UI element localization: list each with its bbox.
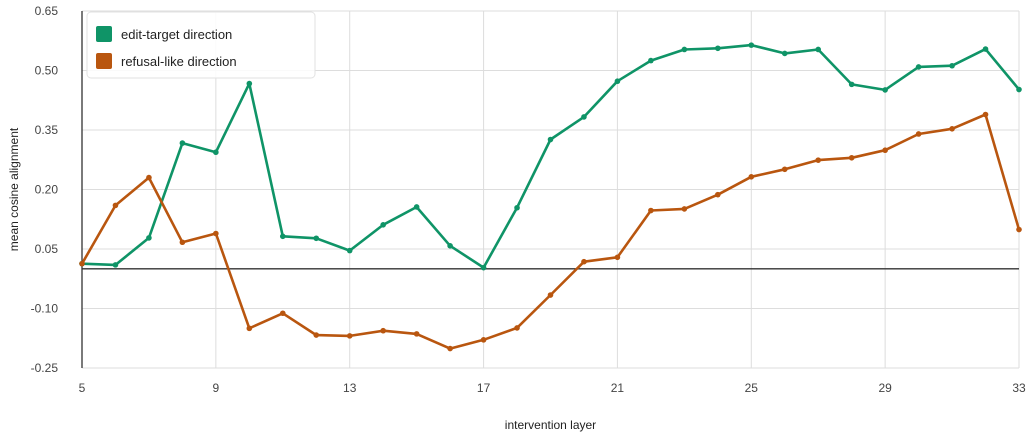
data-point-refusal-like [346,333,353,339]
x-tick-label: 17 [477,381,491,395]
y-tick-label: 0.05 [35,242,59,256]
data-point-edit-target [781,50,788,57]
legend-label-refusal-like: refusal-like direction [121,54,237,69]
y-tick-label: 0.35 [35,123,59,137]
data-point-refusal-like [179,239,186,246]
y-axis-ticks: 0.65 0.50 0.35 0.20 0.05 -0.10 -0.25 [31,4,59,375]
data-point-refusal-like [413,331,420,337]
data-point-edit-target [447,243,453,249]
data-point-refusal-like [279,310,286,317]
x-tick-label: 29 [878,381,892,395]
series-refusal-like [79,111,1022,352]
data-point-refusal-like [848,154,855,161]
data-point-edit-target [413,204,420,210]
data-point-edit-target [614,78,621,85]
data-point-refusal-like [949,126,955,132]
data-point-refusal-like [614,254,621,261]
data-point-edit-target [815,46,822,53]
data-point-refusal-like [1016,226,1022,233]
data-point-edit-target [346,247,353,254]
data-point-edit-target [146,235,152,241]
y-tick-label: -0.25 [31,361,59,375]
data-point-refusal-like [547,292,554,298]
data-point-refusal-like [514,325,520,331]
x-axis-ticks: 5 9 13 17 21 25 29 33 [79,381,1026,395]
legend-label-edit-target: edit-target direction [121,27,232,42]
data-point-refusal-like [79,260,85,267]
data-point-edit-target [581,114,587,120]
data-point-refusal-like [815,157,822,163]
y-tick-label: 0.65 [35,4,59,18]
y-tick-label: -0.10 [31,302,59,316]
data-point-edit-target [514,204,520,211]
data-point-edit-target [279,233,286,240]
data-point-edit-target [480,264,487,271]
data-point-refusal-like [447,345,453,352]
data-point-edit-target [179,140,186,146]
data-point-refusal-like [748,174,755,180]
data-point-edit-target [648,57,654,64]
data-point-refusal-like [882,147,888,154]
grid [81,10,1020,369]
data-point-edit-target [380,222,386,228]
data-point-refusal-like [915,131,922,137]
data-point-refusal-like [781,166,788,173]
series-line-refusal-like [80,113,1021,350]
y-tick-label: 0.20 [35,183,59,197]
data-point-refusal-like [480,337,487,343]
data-point-refusal-like [112,202,119,209]
data-point-edit-target [882,87,888,93]
x-tick-label: 5 [79,381,86,395]
data-point-edit-target [715,45,721,52]
data-point-edit-target [848,81,855,88]
data-point-refusal-like [982,111,989,118]
data-point-refusal-like [146,174,152,181]
x-axis-title: intervention layer [505,418,596,432]
data-point-edit-target [547,136,554,143]
legend: edit-target direction refusal-like direc… [86,11,316,79]
data-point-edit-target [748,42,755,48]
data-point-edit-target [246,80,253,87]
data-point-refusal-like [648,207,654,214]
y-axis-title: mean cosine alignment [7,127,21,251]
data-point-edit-target [949,62,955,69]
data-point-refusal-like [681,206,688,212]
data-point-edit-target [213,149,219,156]
y-tick-label: 0.50 [35,64,59,78]
x-tick-label: 13 [343,381,357,395]
x-tick-label: 33 [1012,381,1026,395]
data-point-edit-target [982,46,989,52]
legend-box [86,11,316,79]
data-point-edit-target [313,235,320,242]
series-edit-target [79,42,1022,271]
legend-swatch-edit-target [96,26,112,42]
x-tick-label: 25 [745,381,759,395]
data-point-refusal-like [715,191,721,198]
x-tick-label: 9 [213,381,220,395]
data-point-edit-target [112,262,119,268]
data-point-edit-target [681,46,688,53]
data-point-edit-target [915,64,922,70]
data-point-refusal-like [581,258,587,265]
data-point-refusal-like [313,332,320,338]
data-point-edit-target [1016,86,1022,93]
data-point-refusal-like [246,325,253,332]
legend-swatch-refusal-like [96,53,112,69]
series-layer [79,42,1022,352]
data-point-refusal-like [213,230,219,237]
data-point-refusal-like [380,327,386,334]
x-tick-label: 21 [611,381,625,395]
